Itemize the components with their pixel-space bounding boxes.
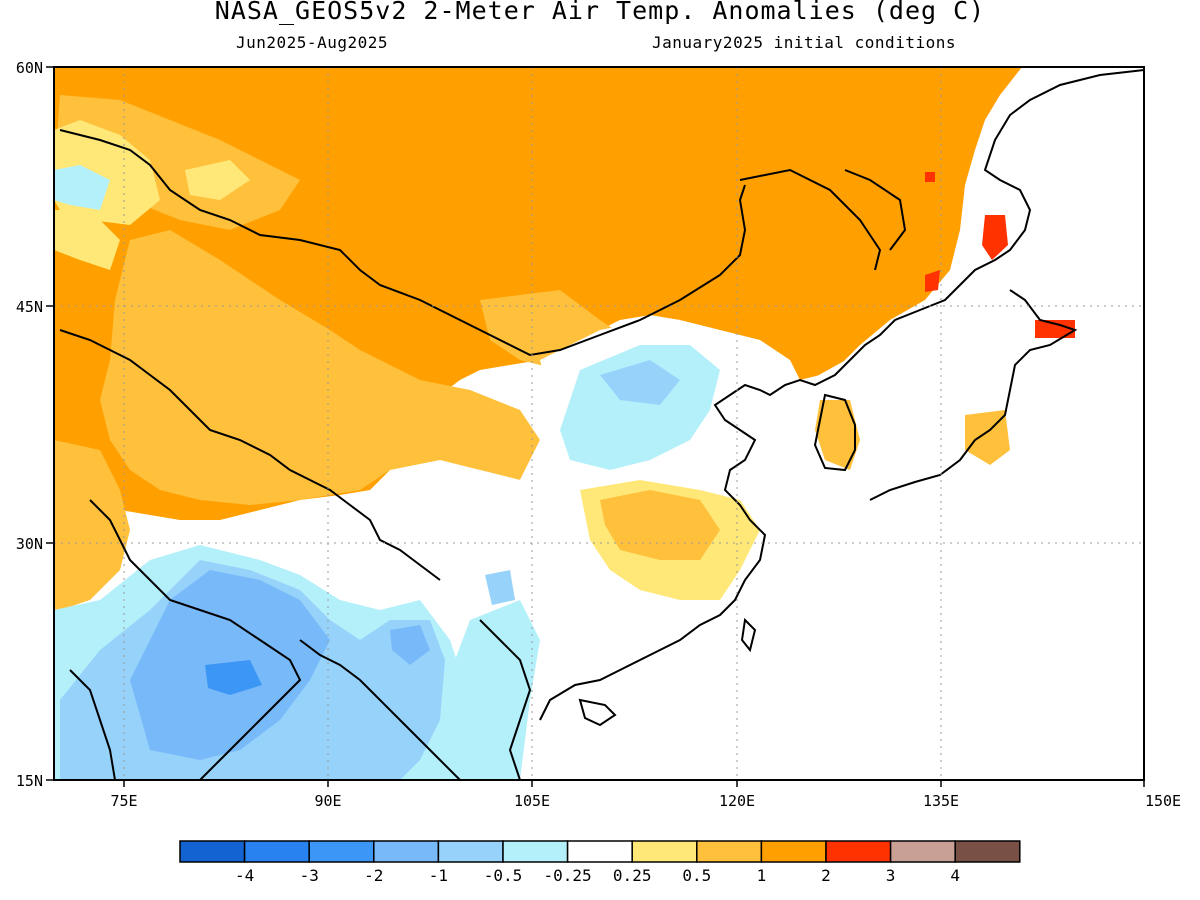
legend-label: 2: [821, 866, 831, 885]
legend-swatch: [502, 840, 569, 863]
legend-label: 0.25: [613, 866, 652, 885]
lat-label-15n: 15N: [16, 772, 43, 790]
lon-label-90e: 90E: [314, 792, 341, 810]
legend-swatch: [825, 840, 892, 863]
legend-label: -1: [429, 866, 448, 885]
legend-swatch: [889, 840, 956, 863]
lat-label-30n: 30N: [16, 535, 43, 553]
legend-swatch: [954, 840, 1021, 863]
legend-color-bar: [179, 840, 1021, 863]
legend-label: -3: [300, 866, 319, 885]
legend-swatch: [437, 840, 504, 863]
legend-swatch: [308, 840, 375, 863]
legend-label: 0.5: [682, 866, 711, 885]
legend-swatch: [760, 840, 827, 863]
legend-swatch: [696, 840, 763, 863]
legend-label: -2: [364, 866, 383, 885]
legend-label: -4: [235, 866, 254, 885]
legend-label: -0.25: [544, 866, 592, 885]
legend-label: 4: [950, 866, 960, 885]
mild-warm-band: [100, 230, 540, 505]
legend-label: 1: [757, 866, 767, 885]
initial-conditions: January2025 initial conditions: [652, 33, 956, 52]
legend-label: 3: [886, 866, 896, 885]
lon-label-150e: 150E: [1145, 792, 1181, 810]
legend-swatch: [373, 840, 440, 863]
coastlines: [59, 69, 1144, 780]
lon-label-120e: 120E: [719, 792, 755, 810]
legend-label: -0.5: [484, 866, 523, 885]
legend-labels: -4 -3 -2 -1 -0.5 -0.25 0.25 0.5 1 2 3 4: [235, 866, 960, 885]
lon-label-105e: 105E: [514, 792, 550, 810]
lat-label-45n: 45N: [16, 298, 43, 316]
legend-swatch: [631, 840, 698, 863]
lon-label-135e: 135E: [923, 792, 959, 810]
lat-label-60n: 60N: [16, 59, 43, 77]
legend-swatch: [179, 840, 246, 863]
legend-swatch: [566, 840, 633, 863]
forecast-period: Jun2025-Aug2025: [236, 33, 388, 52]
map-frame: [53, 66, 1145, 781]
legend-swatch: [243, 840, 310, 863]
map-title: NASA_GEOS5v2 2-Meter Air Temp. Anomalies…: [214, 0, 986, 25]
anomaly-field: [54, 67, 1144, 780]
cool-pocket-north-china: [560, 345, 720, 470]
lon-label-75e: 75E: [110, 792, 137, 810]
